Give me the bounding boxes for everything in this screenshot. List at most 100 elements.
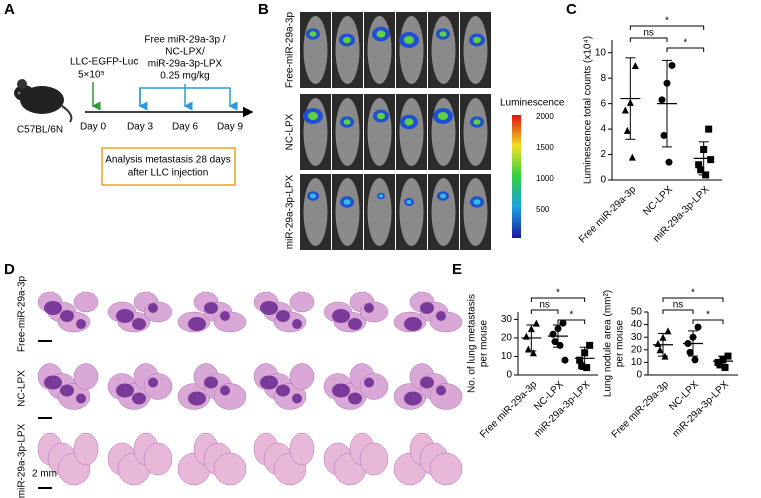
tumor-nodule: [116, 383, 134, 398]
y-tick-label: 30: [631, 332, 643, 343]
signal-core: [343, 119, 351, 125]
significance-label: *: [706, 310, 710, 321]
scale-label: 2 mm: [32, 469, 57, 480]
data-point: [576, 356, 584, 364]
data-point: [721, 363, 729, 371]
signal-core: [439, 31, 447, 37]
significance-label: *: [683, 38, 687, 49]
tumor-nodule: [292, 319, 302, 329]
significance-bracket: [629, 25, 705, 30]
tumor-nodule: [404, 317, 422, 331]
signal-core: [440, 193, 446, 199]
treatment-label: 0.25 mg/kg: [160, 71, 209, 82]
tumor-nodule: [332, 383, 350, 398]
row-label: miR-29a-3p-LPX: [285, 174, 296, 249]
signal-core: [404, 36, 414, 44]
mouse-silhouette: [463, 16, 488, 84]
y-tick-label: 10: [595, 47, 607, 58]
lung-lobe: [289, 363, 315, 390]
colorbar-tick: 2000: [536, 112, 554, 121]
tumor-nodule: [76, 393, 86, 404]
colorbar: [512, 115, 521, 238]
tumor-nodule: [348, 392, 362, 405]
lung-lobe: [359, 373, 389, 400]
tumor-nodule: [220, 311, 230, 321]
y-axis-label: per mouse: [615, 319, 626, 367]
strain-label: C57BL/6N: [17, 125, 63, 136]
signal-core: [473, 119, 481, 125]
data-point: [628, 153, 636, 161]
data-point: [707, 156, 715, 164]
mouse-silhouette: [431, 16, 456, 84]
lung-lobe: [213, 383, 247, 410]
tumor-nodule: [220, 385, 230, 396]
significance-label: *: [665, 16, 669, 27]
signal-core: [310, 193, 316, 199]
mouse-silhouette: [335, 16, 360, 84]
data-point: [705, 125, 713, 133]
lung-lobe: [73, 432, 99, 466]
y-tick-label: 50: [631, 307, 643, 318]
data-point: [660, 131, 668, 139]
row-label: Free-miR-29a-3p: [285, 11, 296, 88]
tumor-nodule: [44, 375, 62, 390]
data-point: [551, 338, 559, 346]
data-point: [695, 161, 703, 169]
lung-lobe: [289, 291, 315, 313]
row-label: NC-LPX: [17, 370, 28, 407]
tumor-nodule: [148, 377, 158, 388]
treatment-label: NC-LPX/: [165, 47, 205, 58]
tumor-nodule: [348, 318, 362, 330]
significance-label: *: [556, 288, 560, 299]
tumor-nodule: [148, 303, 158, 313]
tumor-nodule: [116, 309, 134, 323]
tumor-nodule: [60, 384, 74, 397]
day-label: Day 6: [172, 122, 199, 133]
colorbar-tick: 1000: [536, 174, 554, 183]
tumor-nodule: [188, 391, 206, 406]
signal-core: [406, 200, 412, 204]
tumor-nodule: [260, 301, 278, 315]
y-tick-label: 8: [600, 73, 606, 84]
lung-lobe: [73, 291, 99, 313]
significance-label: *: [691, 288, 695, 299]
panel-label: E: [452, 261, 462, 278]
y-tick-label: 20: [631, 344, 643, 355]
tumor-nodule: [132, 392, 146, 405]
colorbar-tick: 500: [536, 205, 550, 214]
x-tick-label: Free miR-29a-3p: [478, 379, 540, 441]
day-label: Day 3: [127, 122, 154, 133]
y-tick-label: 10: [501, 351, 513, 362]
data-point: [559, 319, 567, 327]
significance-bracket: [629, 37, 668, 42]
signal-core: [309, 31, 317, 37]
analysis-text: Analysis metastasis 28 days: [105, 155, 231, 166]
mouse-silhouette: [399, 98, 424, 166]
row-label: Free-miR-29a-3p: [17, 275, 28, 352]
signal-core: [343, 199, 351, 205]
y-tick-label: 20: [501, 333, 513, 344]
cell-label: LLC-EGFP-Luc: [70, 57, 138, 68]
tumor-nodule: [332, 309, 350, 323]
significance-label: ns: [673, 300, 684, 311]
mouse-silhouette: [367, 16, 392, 84]
signal-core: [473, 36, 481, 44]
data-point: [665, 158, 673, 166]
lung-lobe: [213, 452, 247, 486]
treatment-label: Free miR-29a-3p /: [144, 35, 225, 46]
signal-core: [376, 30, 386, 38]
data-point: [623, 126, 631, 134]
y-tick-label: 40: [631, 319, 643, 330]
data-point: [686, 348, 694, 356]
row-label: miR-29a-3p-LPX: [17, 423, 28, 498]
x-tick-label: Free miR-29a-3p: [610, 379, 672, 441]
colorbar-label: Luminescence: [500, 98, 565, 109]
significance-bracket: [530, 297, 586, 302]
lung-lobe: [359, 442, 389, 476]
signal-core: [404, 118, 414, 126]
panel-label: B: [258, 1, 269, 18]
lung-lobe: [429, 311, 463, 333]
signal-core: [343, 36, 351, 44]
data-point: [532, 319, 540, 327]
data-point: [583, 364, 591, 372]
